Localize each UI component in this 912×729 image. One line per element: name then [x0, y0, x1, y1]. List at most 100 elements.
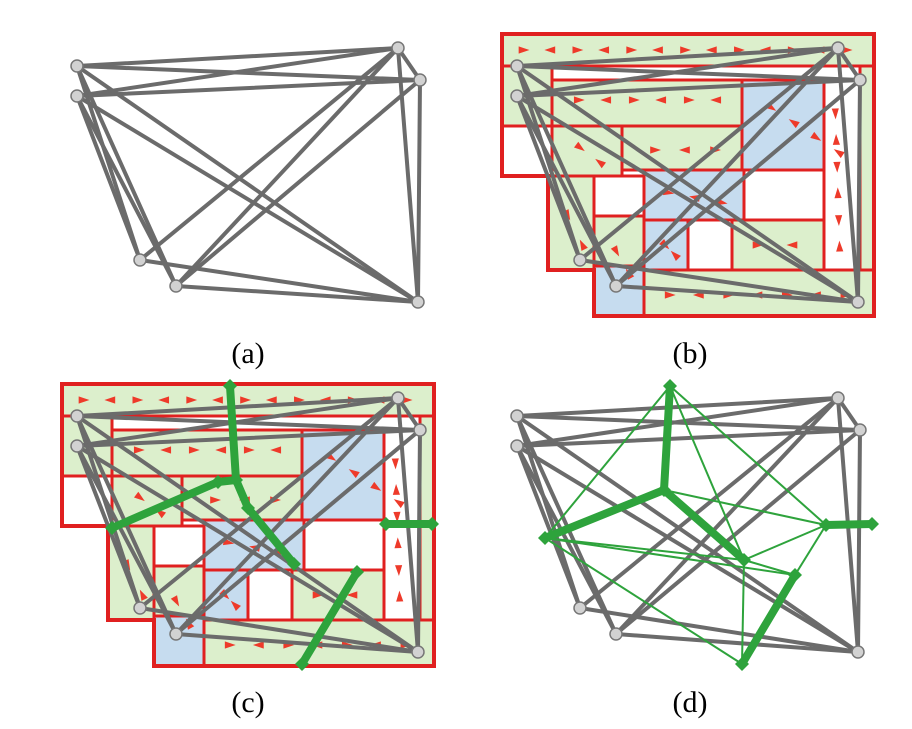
dual-tree-edge: [738, 571, 799, 668]
edge: [578, 606, 860, 654]
arrow: [600, 96, 612, 104]
region: [686, 218, 734, 272]
region: [858, 64, 876, 272]
dual-node: [657, 483, 671, 497]
nodes-d: [510, 391, 867, 659]
arrow: [835, 215, 843, 226]
nodes-a: [70, 41, 427, 309]
edge: [578, 258, 860, 304]
arrow: [391, 458, 399, 470]
node: [413, 423, 427, 437]
dual-node: [538, 531, 552, 545]
arrow: [710, 96, 722, 104]
arrow: [160, 446, 172, 454]
edge: [75, 94, 420, 304]
node: [853, 423, 867, 437]
dual-node: [211, 475, 225, 489]
dual-node: [737, 553, 751, 567]
panel-d: (d): [510, 379, 879, 719]
dual-node: [819, 518, 833, 532]
edge: [515, 444, 860, 654]
arrow: [395, 565, 403, 576]
dual-tree-edge: [244, 504, 298, 568]
edge: [396, 46, 420, 304]
node: [831, 41, 845, 55]
dual-node: [350, 565, 364, 579]
node: [169, 627, 183, 641]
arrow: [679, 146, 690, 154]
dual-tree-edge: [822, 520, 876, 529]
edge: [75, 94, 178, 288]
dual-node: [223, 379, 237, 393]
edge: [75, 414, 420, 654]
panel-label-a: (a): [231, 337, 264, 370]
edge: [515, 414, 618, 636]
edge: [75, 64, 420, 304]
edge: [75, 78, 422, 98]
dual-edge: [544, 537, 743, 665]
node: [573, 601, 587, 615]
edge: [75, 64, 178, 288]
edge: [75, 46, 400, 68]
arrow: [312, 591, 324, 599]
arrow: [705, 46, 717, 54]
dual-tree-edge: [660, 486, 748, 564]
arrow: [579, 239, 588, 251]
arrow: [188, 446, 200, 454]
edge: [515, 78, 862, 98]
edge: [515, 46, 840, 98]
edge: [515, 46, 840, 68]
edge: [515, 414, 860, 654]
dual-node: [379, 517, 393, 531]
node: [831, 391, 845, 405]
edge: [75, 444, 178, 636]
arrow: [836, 240, 844, 252]
edge: [75, 396, 400, 418]
dual-tree-edge: [541, 486, 668, 542]
region: [152, 614, 206, 668]
nodes-c: [70, 391, 427, 659]
node: [853, 73, 867, 87]
arrow: [574, 141, 585, 152]
arrow: [598, 46, 610, 54]
arrow: [626, 46, 638, 54]
edge: [174, 46, 400, 288]
arrow: [78, 396, 90, 404]
dual-graph-d: [538, 379, 879, 671]
arrow: [243, 446, 255, 454]
edges-d: [515, 396, 862, 654]
node: [510, 89, 524, 103]
dual-node: [865, 517, 879, 531]
edge: [614, 632, 860, 654]
edge: [174, 632, 420, 654]
arrow: [572, 46, 584, 54]
arrow: [132, 396, 144, 404]
arrow: [655, 96, 667, 104]
edge: [138, 46, 400, 262]
arrow: [240, 396, 251, 404]
arrow: [224, 641, 236, 649]
region-frame: [60, 382, 436, 668]
arrow: [265, 396, 277, 404]
arrow: [788, 119, 800, 129]
edge: [174, 428, 422, 636]
edge: [174, 284, 420, 304]
arrow: [834, 187, 842, 199]
arrow: [212, 396, 223, 404]
dual-edge: [794, 524, 827, 576]
node: [70, 439, 84, 453]
dual-node: [241, 501, 255, 515]
edge: [515, 94, 860, 304]
dual-edge: [669, 385, 745, 561]
region: [742, 168, 826, 222]
edge: [836, 46, 860, 304]
arrow: [158, 396, 170, 404]
arrow: [573, 96, 585, 104]
node: [851, 295, 865, 309]
arrow: [270, 446, 282, 454]
dual-tree-edge: [108, 478, 222, 532]
dual-edge: [743, 524, 827, 561]
node: [70, 59, 84, 73]
edge: [578, 46, 840, 262]
